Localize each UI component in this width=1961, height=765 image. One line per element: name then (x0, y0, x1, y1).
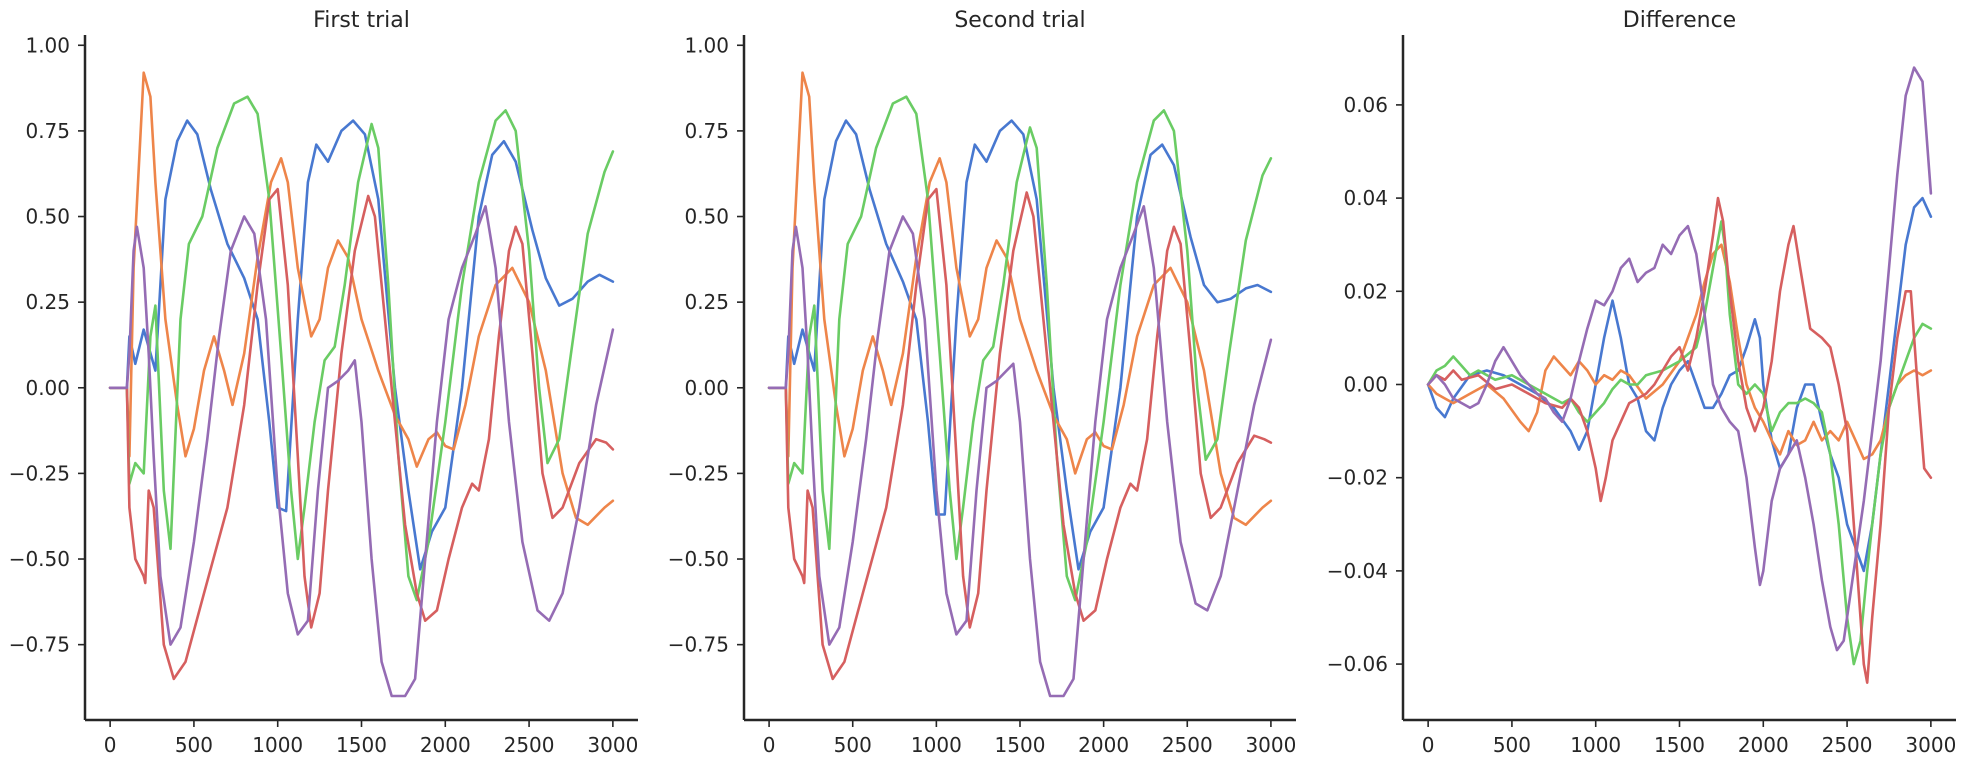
series-line-4 (1426, 196, 1933, 684)
x-axis-ticks: 0 500 1000 1500 2000 2500 3000 (1422, 720, 1956, 757)
y-axis-ticks: −0.75 −0.50 −0.25 0.00 0.25 0.50 0.75 1.00 (9, 33, 85, 657)
series-line-1 (767, 119, 1273, 571)
series-line-4 (108, 187, 615, 681)
y-tick-label: 0.25 (25, 290, 70, 314)
series-line-5 (1426, 66, 1933, 652)
x-tick-label: 2500 (1162, 733, 1213, 757)
x-tick-label: 1500 (995, 733, 1046, 757)
y-tick-label: 0.75 (25, 119, 70, 143)
y-tick-label: −0.25 (9, 461, 70, 485)
y-tick-label: 0.75 (684, 119, 729, 143)
x-axis-ticks: 0 500 1000 1500 2000 2500 3000 (763, 720, 1296, 757)
x-tick-label: 500 (1493, 733, 1531, 757)
y-tick-label: 0.02 (1343, 279, 1388, 303)
y-tick-label: 0.00 (25, 376, 70, 400)
y-axis-ticks: −0.75 −0.50 −0.25 0.00 0.25 0.50 0.75 1.00 (668, 33, 744, 657)
y-tick-label: −0.25 (668, 461, 729, 485)
y-tick-label: 0.00 (1343, 372, 1388, 396)
x-tick-label: 2500 (504, 733, 555, 757)
x-tick-label: 3000 (587, 733, 638, 757)
x-tick-label: 3000 (1905, 733, 1956, 757)
y-tick-label: −0.50 (9, 547, 70, 571)
series-line-3 (108, 95, 615, 602)
series-line-4 (767, 187, 1273, 681)
plot-area (108, 71, 615, 698)
y-tick-label: 0.04 (1343, 186, 1388, 210)
y-tick-label: −0.50 (668, 547, 729, 571)
y-tick-label: 0.06 (1343, 93, 1388, 117)
series-line-1 (108, 119, 615, 571)
y-tick-label: 1.00 (25, 33, 70, 57)
x-tick-label: 3000 (1245, 733, 1296, 757)
series-line-2 (108, 71, 615, 527)
y-axis-ticks: −0.06 −0.04 −0.02 0.00 0.02 0.04 0.06 (1327, 93, 1403, 676)
panel-title: Second trial (954, 8, 1085, 33)
y-tick-label: 0.50 (25, 205, 70, 229)
x-tick-label: 500 (834, 733, 872, 757)
x-tick-label: 0 (1422, 733, 1435, 757)
x-tick-label: 2000 (1078, 733, 1129, 757)
y-tick-label: 0.50 (684, 205, 729, 229)
panel-title: First trial (313, 8, 410, 33)
x-tick-label: 0 (763, 733, 776, 757)
panel-title: Difference (1623, 8, 1736, 33)
x-tick-label: 2000 (420, 733, 471, 757)
plot-area (1426, 66, 1933, 684)
y-tick-label: −0.02 (1327, 466, 1388, 490)
x-tick-label: 1000 (1570, 733, 1621, 757)
y-tick-label: 0.00 (684, 376, 729, 400)
x-tick-label: 1000 (252, 733, 303, 757)
y-tick-label: 0.25 (684, 290, 729, 314)
x-tick-label: 1000 (911, 733, 962, 757)
y-tick-label: −0.75 (668, 633, 729, 657)
x-axis-ticks: 0 500 1000 1500 2000 2500 3000 (104, 720, 638, 757)
y-tick-label: −0.06 (1327, 652, 1388, 676)
x-tick-label: 1500 (336, 733, 387, 757)
series-line-2 (1426, 243, 1933, 461)
x-tick-label: 500 (175, 733, 213, 757)
y-tick-label: −0.75 (9, 633, 70, 657)
series-line-2 (767, 71, 1273, 527)
x-tick-label: 2000 (1738, 733, 1789, 757)
plot-area (767, 71, 1273, 698)
panel-difference: Difference −0.06 −0.04 −0.02 0.00 0.02 0.04 0.… (1327, 8, 1957, 757)
series-line-3 (767, 95, 1273, 602)
series-line-5 (108, 205, 615, 698)
panel-second-trial: Second trial −0.75 −0.50 −0.25 0.00 0.25 0.50… (668, 8, 1297, 757)
y-tick-label: −0.04 (1327, 559, 1388, 583)
x-tick-label: 2500 (1822, 733, 1873, 757)
series-line-5 (767, 205, 1273, 698)
y-tick-label: 1.00 (684, 33, 729, 57)
x-tick-label: 1500 (1654, 733, 1705, 757)
x-tick-label: 0 (104, 733, 117, 757)
series-line-1 (1426, 196, 1933, 573)
panel-first-trial: First trial −0.75 −0.50 −0.25 0.00 0.25 0.50 0… (9, 8, 639, 757)
